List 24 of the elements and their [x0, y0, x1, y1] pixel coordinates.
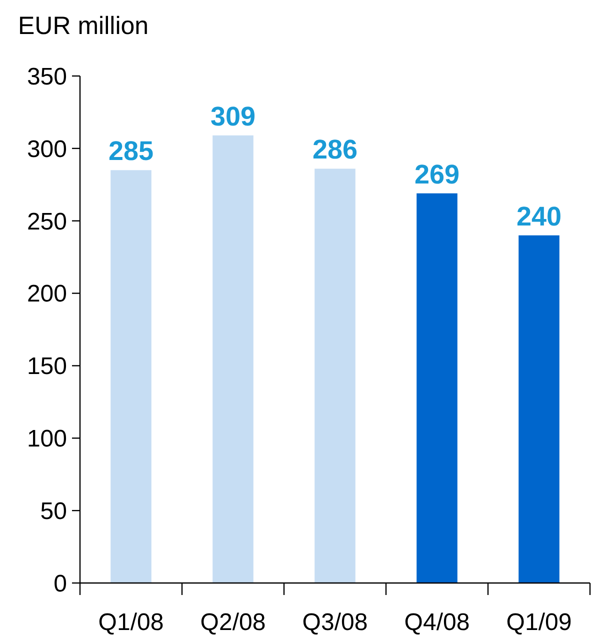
- y-tick-label: 100: [26, 426, 67, 453]
- bar: [518, 235, 560, 583]
- y-axis-title: EUR million: [18, 12, 149, 40]
- data-label: 269: [414, 159, 460, 190]
- y-tick-label: 150: [26, 353, 67, 380]
- y-tick-label: 300: [26, 136, 67, 163]
- y-tick-label: 350: [26, 63, 67, 90]
- x-tick-label: Q2/08: [200, 609, 266, 636]
- y-tick-label: 0: [54, 570, 67, 598]
- x-tick-label: Q1/09: [506, 609, 572, 636]
- y-tick-label: 50: [40, 498, 67, 525]
- y-tick-label: 250: [26, 208, 67, 236]
- x-tick-label: Q1/08: [98, 609, 164, 636]
- bar: [110, 170, 152, 583]
- data-label: 309: [210, 101, 256, 132]
- x-tick-label: Q3/08: [302, 609, 368, 636]
- bar: [314, 168, 356, 583]
- x-tick-label: Q4/08: [404, 609, 470, 636]
- data-label: 240: [516, 201, 562, 232]
- data-label: 286: [312, 134, 358, 165]
- y-tick-label: 200: [26, 280, 67, 308]
- bar: [416, 193, 458, 583]
- data-label: 285: [108, 136, 154, 166]
- bar: [212, 135, 254, 583]
